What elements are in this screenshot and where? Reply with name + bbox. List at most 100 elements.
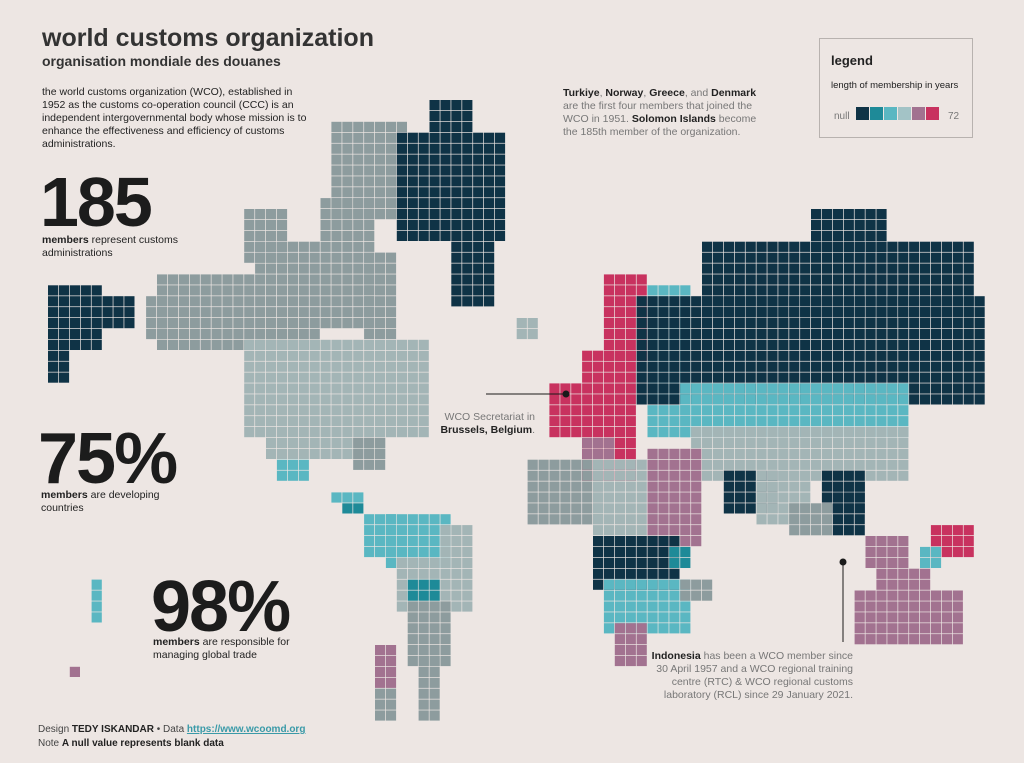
country-tile xyxy=(603,285,615,296)
country-tile xyxy=(48,350,59,361)
country-tile xyxy=(680,361,691,372)
country-tile xyxy=(767,339,778,350)
country-tile xyxy=(407,165,418,176)
country-tile xyxy=(832,274,843,285)
country-tile xyxy=(734,448,745,459)
country-tile xyxy=(963,536,974,547)
country-tile xyxy=(702,252,713,263)
country-tile xyxy=(941,394,952,405)
country-tile xyxy=(80,296,91,307)
country-tile xyxy=(309,339,320,350)
country-tile xyxy=(854,263,865,274)
country-tile xyxy=(745,437,756,449)
country-tile xyxy=(789,285,800,296)
country-tile xyxy=(865,230,876,241)
country-tile xyxy=(876,546,887,558)
country-tile xyxy=(375,677,386,688)
country-tile xyxy=(669,416,680,427)
country-tile xyxy=(353,230,364,241)
country-tile xyxy=(385,416,397,427)
country-tile xyxy=(440,176,451,187)
country-tile xyxy=(451,285,462,296)
country-tile xyxy=(320,372,331,383)
country-tile xyxy=(680,350,691,361)
country-tile xyxy=(658,296,669,307)
country-tile xyxy=(614,437,625,449)
country-tile xyxy=(811,416,822,427)
country-tile xyxy=(549,514,560,525)
country-tile xyxy=(941,361,952,372)
country-tile xyxy=(418,383,429,394)
country-tile xyxy=(789,492,800,503)
country-tile xyxy=(287,263,298,274)
country-tile xyxy=(407,645,418,656)
country-tile xyxy=(353,165,364,176)
country-tile xyxy=(440,143,451,154)
country-tile xyxy=(593,416,604,427)
country-tile xyxy=(843,470,854,481)
country-tile xyxy=(723,437,734,449)
country-tile xyxy=(396,372,407,383)
country-tile xyxy=(647,590,658,601)
country-tile xyxy=(407,579,418,590)
country-tile xyxy=(614,645,625,656)
country-tile xyxy=(821,230,833,241)
country-tile xyxy=(832,394,843,405)
country-tile xyxy=(669,557,680,568)
country-tile xyxy=(91,601,102,612)
country-tile xyxy=(451,546,462,558)
country-tile xyxy=(375,154,386,165)
country-tile xyxy=(865,557,876,568)
country-tile xyxy=(723,372,734,383)
country-tile xyxy=(527,492,538,503)
country-tile xyxy=(821,318,833,329)
country-tile xyxy=(636,318,647,329)
country-tile xyxy=(756,437,767,449)
country-tile xyxy=(418,557,429,568)
country-tile xyxy=(233,339,244,350)
country-tile xyxy=(636,372,647,383)
country-tile xyxy=(614,448,625,459)
country-tile xyxy=(244,339,255,350)
country-tile xyxy=(887,394,898,405)
country-tile xyxy=(364,459,375,470)
country-tile xyxy=(309,274,320,285)
country-tile xyxy=(244,350,255,361)
country-tile xyxy=(898,546,909,558)
country-tile xyxy=(898,590,909,601)
country-tile xyxy=(930,318,942,329)
country-tile xyxy=(549,405,560,416)
country-tile xyxy=(614,601,625,612)
country-tile xyxy=(593,514,604,525)
country-tile xyxy=(494,165,506,176)
country-tile xyxy=(233,328,244,340)
country-tile xyxy=(647,394,658,405)
country-tile xyxy=(865,459,876,470)
country-tile xyxy=(876,394,887,405)
country-tile xyxy=(189,285,200,296)
country-tile xyxy=(669,350,680,361)
country-tile xyxy=(909,274,920,285)
country-tile xyxy=(680,525,691,536)
country-tile xyxy=(647,339,658,350)
country-tile xyxy=(418,339,429,350)
country-tile xyxy=(756,285,767,296)
country-tile xyxy=(603,427,615,438)
country-tile xyxy=(298,372,309,383)
country-tile xyxy=(930,361,942,372)
country-tile xyxy=(887,307,898,318)
country-tile xyxy=(331,350,342,361)
country-tile xyxy=(494,219,506,231)
country-tile xyxy=(745,394,756,405)
country-tile xyxy=(603,601,615,612)
country-tile xyxy=(407,154,418,165)
country-tile xyxy=(614,525,625,536)
country-tile xyxy=(680,546,691,558)
country-tile xyxy=(843,448,854,459)
country-tile xyxy=(952,536,963,547)
data-source-link[interactable]: https://www.wcoomd.org xyxy=(186,724,306,735)
country-tile xyxy=(407,209,418,220)
country-tile xyxy=(778,307,789,318)
country-tile xyxy=(832,339,843,350)
country-tile xyxy=(898,437,909,449)
